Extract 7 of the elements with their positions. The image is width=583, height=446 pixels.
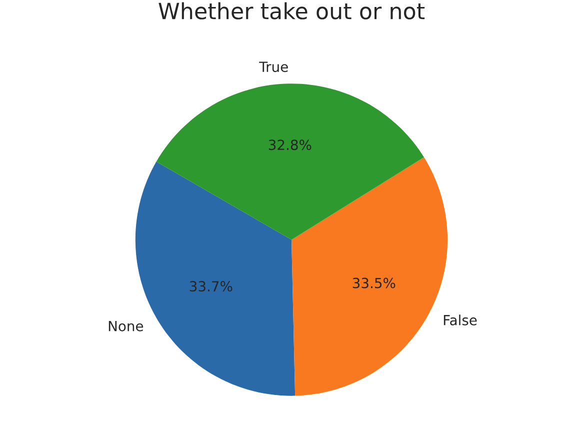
data-label: 33.7% [190, 281, 232, 292]
chart-title: Whether take out or not [158, 2, 425, 20]
slice-label: False [444, 314, 477, 326]
data-label: 32.8% [268, 140, 312, 150]
slice-label: True [259, 62, 288, 72]
slice-label: None [108, 320, 144, 332]
data-label: 33.5% [352, 278, 396, 288]
